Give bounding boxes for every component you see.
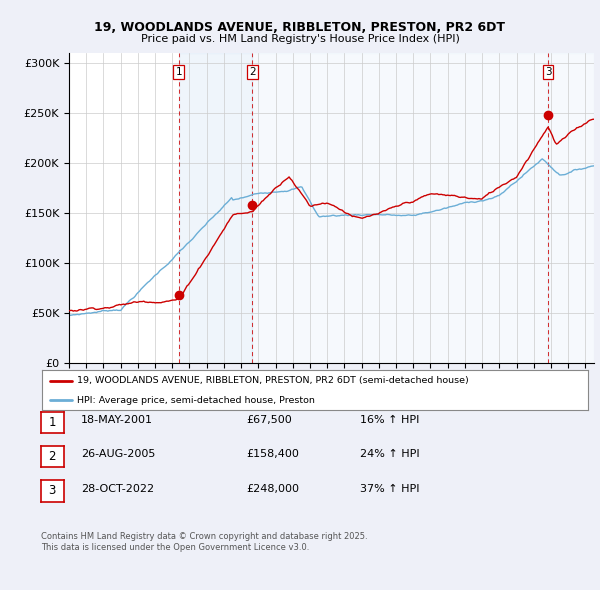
- Text: 19, WOODLANDS AVENUE, RIBBLETON, PRESTON, PR2 6DT (semi-detached house): 19, WOODLANDS AVENUE, RIBBLETON, PRESTON…: [77, 376, 469, 385]
- Text: 28-OCT-2022: 28-OCT-2022: [81, 484, 154, 493]
- Text: 24% ↑ HPI: 24% ↑ HPI: [360, 450, 419, 459]
- Text: £248,000: £248,000: [246, 484, 299, 493]
- Text: 3: 3: [545, 67, 551, 77]
- Bar: [179, 53, 253, 363]
- Text: £158,400: £158,400: [246, 450, 299, 459]
- Bar: [253, 53, 548, 363]
- Text: 2: 2: [249, 67, 256, 77]
- Text: Contains HM Land Registry data © Crown copyright and database right 2025.
This d: Contains HM Land Registry data © Crown c…: [41, 532, 367, 552]
- Text: £67,500: £67,500: [246, 415, 292, 425]
- Text: Price paid vs. HM Land Registry's House Price Index (HPI): Price paid vs. HM Land Registry's House …: [140, 34, 460, 44]
- Text: HPI: Average price, semi-detached house, Preston: HPI: Average price, semi-detached house,…: [77, 395, 316, 405]
- Text: 37% ↑ HPI: 37% ↑ HPI: [360, 484, 419, 493]
- Text: 19, WOODLANDS AVENUE, RIBBLETON, PRESTON, PR2 6DT: 19, WOODLANDS AVENUE, RIBBLETON, PRESTON…: [95, 21, 505, 34]
- Text: 16% ↑ HPI: 16% ↑ HPI: [360, 415, 419, 425]
- Text: 1: 1: [175, 67, 182, 77]
- Text: 26-AUG-2005: 26-AUG-2005: [81, 450, 155, 459]
- Text: 3: 3: [49, 484, 56, 497]
- Text: 2: 2: [49, 450, 56, 463]
- Bar: [548, 53, 594, 363]
- Text: 18-MAY-2001: 18-MAY-2001: [81, 415, 153, 425]
- Text: 1: 1: [49, 416, 56, 429]
